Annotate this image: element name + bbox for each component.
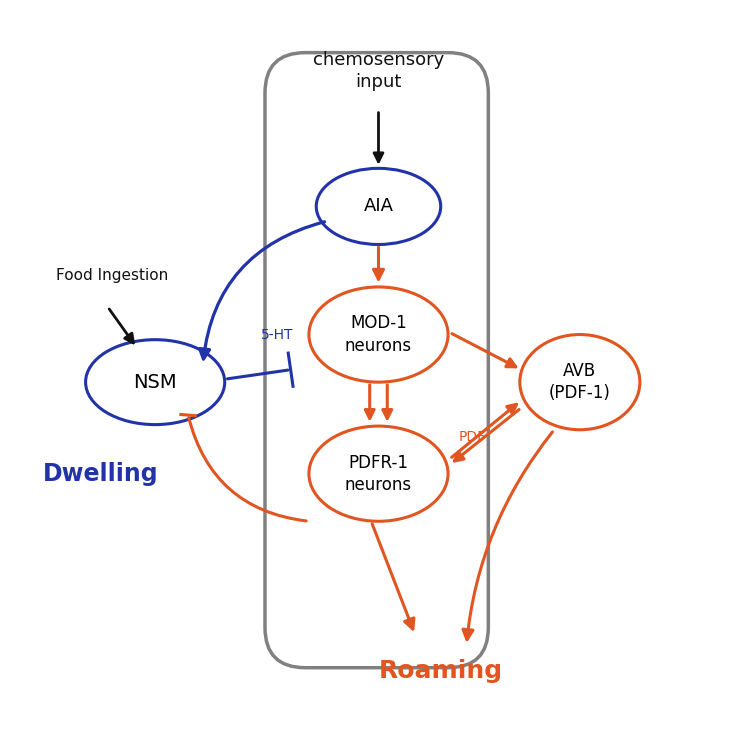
- Text: AIA: AIA: [364, 198, 393, 215]
- FancyBboxPatch shape: [265, 53, 488, 667]
- Text: chemosensory
input: chemosensory input: [313, 51, 444, 91]
- Ellipse shape: [520, 334, 640, 430]
- Text: PDF: PDF: [459, 430, 486, 444]
- Ellipse shape: [85, 340, 225, 425]
- Text: 5-HT: 5-HT: [262, 328, 294, 342]
- Text: AVB
(PDF-1): AVB (PDF-1): [549, 362, 611, 402]
- Text: Roaming: Roaming: [379, 659, 503, 684]
- Ellipse shape: [316, 168, 441, 245]
- Text: NSM: NSM: [133, 373, 177, 392]
- Text: Food Ingestion: Food Ingestion: [57, 268, 168, 284]
- Ellipse shape: [309, 426, 448, 521]
- Ellipse shape: [309, 287, 448, 382]
- Text: PDFR-1
neurons: PDFR-1 neurons: [345, 453, 412, 494]
- Text: Dwelling: Dwelling: [43, 462, 158, 486]
- Text: MOD-1
neurons: MOD-1 neurons: [345, 315, 412, 355]
